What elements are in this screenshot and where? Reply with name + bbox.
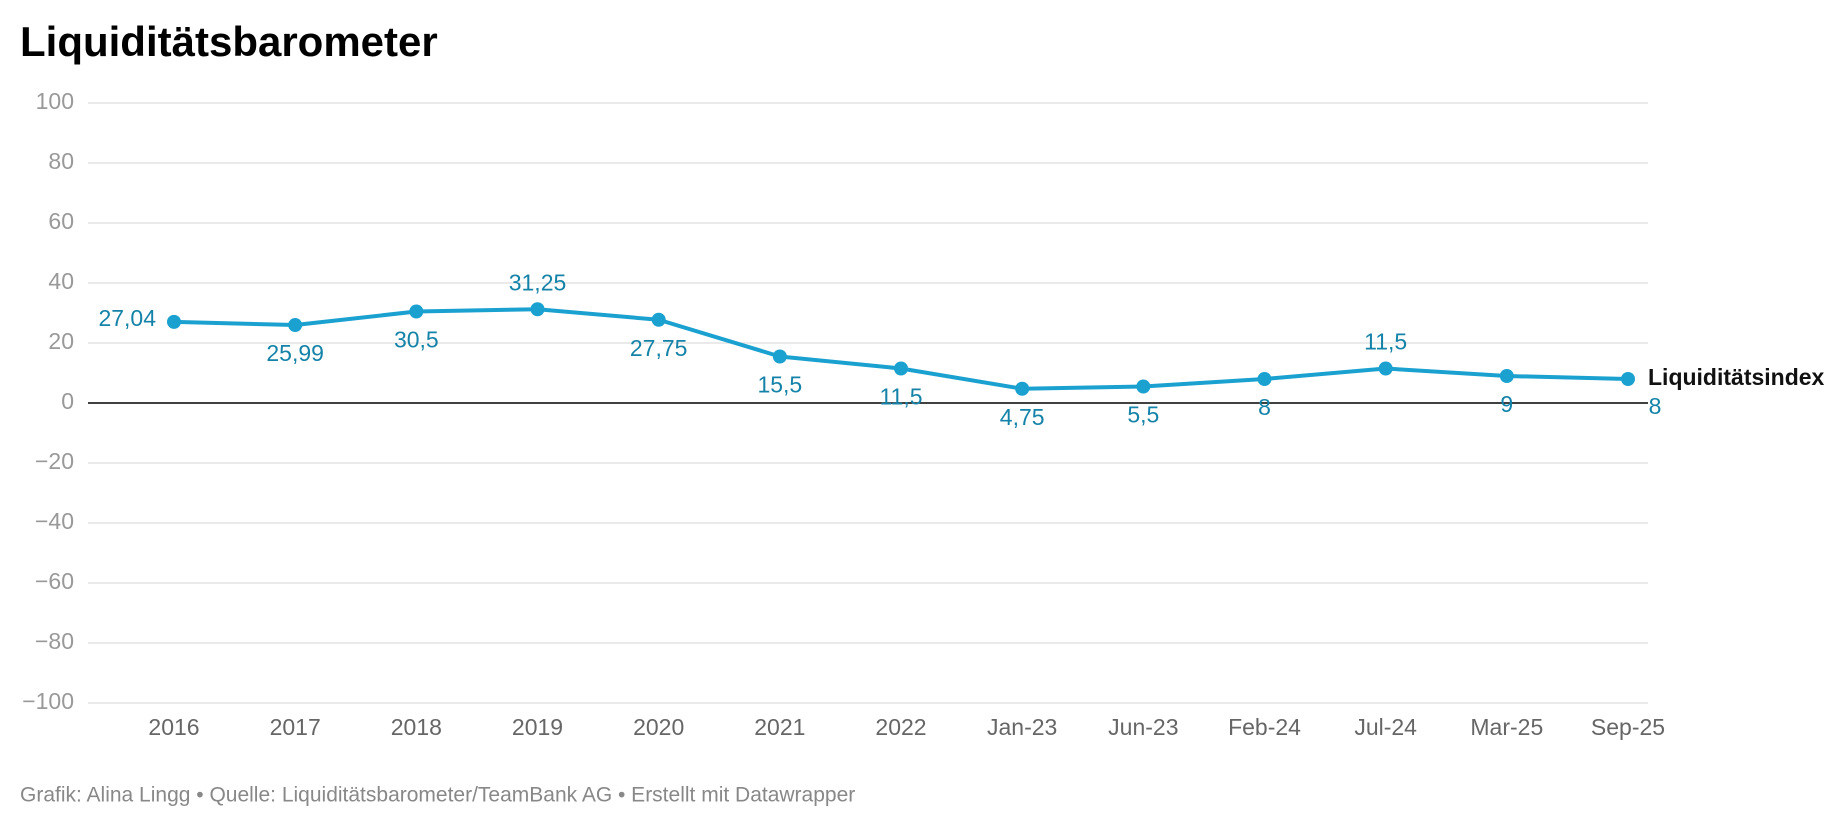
data-point [1621, 372, 1635, 386]
data-label: 31,25 [509, 269, 567, 295]
x-tick-label: Feb-24 [1228, 714, 1301, 740]
source-note: Grafik: Alina Lingg • Quelle: Liquidität… [20, 784, 855, 807]
data-point [1378, 361, 1393, 376]
x-tick-label: Jul-24 [1354, 714, 1417, 740]
y-tick-label: 60 [48, 208, 74, 234]
data-point [1136, 379, 1151, 394]
y-tick-label: 20 [48, 328, 74, 354]
data-point [894, 361, 908, 376]
data-label: 11,5 [879, 384, 922, 410]
data-point [288, 318, 303, 333]
x-tick-label: 2018 [391, 714, 442, 740]
data-point [651, 312, 666, 327]
chart-title: Liquiditätsbarometer [20, 18, 438, 65]
y-tick-label: 40 [48, 268, 74, 294]
y-tick-label: 100 [36, 88, 74, 114]
x-tick-label: 2022 [875, 714, 926, 740]
y-tick-label: 80 [48, 148, 74, 174]
x-tick-label: 2016 [148, 714, 199, 740]
data-label: 30,5 [394, 327, 439, 353]
y-tick-label: −60 [35, 568, 74, 594]
x-tick-label: Sep-25 [1591, 714, 1665, 740]
data-label: 11,5 [1364, 329, 1407, 355]
data-label: 4,75 [1000, 404, 1045, 430]
x-tick-label: 2019 [512, 714, 563, 740]
x-tick-label: 2020 [633, 714, 684, 740]
data-point [1499, 369, 1514, 383]
x-tick-label: Jan-23 [987, 714, 1057, 740]
data-label: 27,04 [98, 305, 156, 331]
y-tick-label: −80 [35, 628, 74, 654]
y-tick-label: −40 [35, 508, 74, 534]
data-label: 27,75 [630, 335, 688, 361]
data-label: 8 [1649, 393, 1662, 419]
data-point [167, 314, 181, 329]
data-label: 5,5 [1127, 402, 1159, 428]
x-tick-label: Mar-25 [1470, 714, 1543, 740]
data-point [409, 304, 424, 319]
data-label: 25,99 [266, 340, 324, 366]
series-line [173, 307, 1629, 391]
data-point [1015, 381, 1030, 396]
data-point [530, 302, 545, 317]
data-point [772, 349, 787, 364]
data-label: 9 [1500, 391, 1513, 417]
y-tick-label: −20 [35, 448, 74, 474]
x-tick-label: 2017 [270, 714, 321, 740]
x-tick-label: Jun-23 [1108, 714, 1178, 740]
y-tick-label: −100 [22, 688, 74, 714]
series-label: Liquiditätsindex [1648, 364, 1825, 390]
y-tick-label: 0 [61, 388, 74, 414]
x-tick-label: 2021 [754, 714, 805, 740]
data-label: 15,5 [757, 372, 802, 398]
data-label: 8 [1258, 394, 1271, 420]
data-point [1257, 372, 1272, 386]
